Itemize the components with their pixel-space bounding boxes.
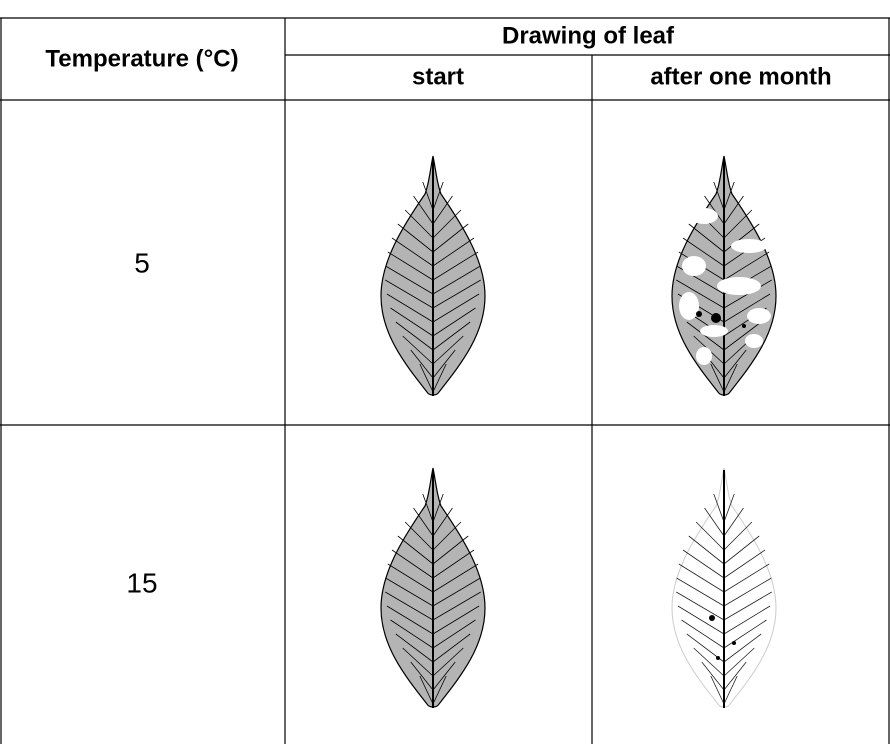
spot (732, 641, 736, 645)
row-label: 5 (134, 247, 150, 278)
leaf (381, 468, 485, 708)
decay-patch (690, 208, 718, 224)
spot (709, 615, 715, 621)
spot (696, 311, 702, 317)
row-label: 15 (126, 567, 157, 598)
decay-patch (745, 334, 763, 348)
header-cell: after one month (650, 63, 831, 90)
decay-patch (731, 239, 767, 253)
decay-patch (682, 256, 706, 276)
page: Temperature (°C) Drawing of leaf start a… (0, 0, 890, 744)
header-cell: Temperature (°C) (45, 45, 238, 72)
spot (716, 656, 720, 660)
header-cell: start (412, 63, 464, 90)
decay-patch (679, 292, 699, 320)
leaf (672, 468, 776, 708)
leaf (672, 156, 776, 396)
header-cell: Drawing of leaf (502, 22, 675, 49)
spot (742, 324, 746, 328)
leaf-drawings (381, 156, 776, 708)
leaf (381, 156, 485, 396)
decay-patch (717, 277, 761, 295)
decay-patch (700, 325, 728, 337)
spot (711, 313, 721, 323)
decay-patch (747, 308, 771, 324)
table: Temperature (°C) Drawing of leaf start a… (0, 0, 890, 744)
decay-patch (696, 347, 712, 365)
